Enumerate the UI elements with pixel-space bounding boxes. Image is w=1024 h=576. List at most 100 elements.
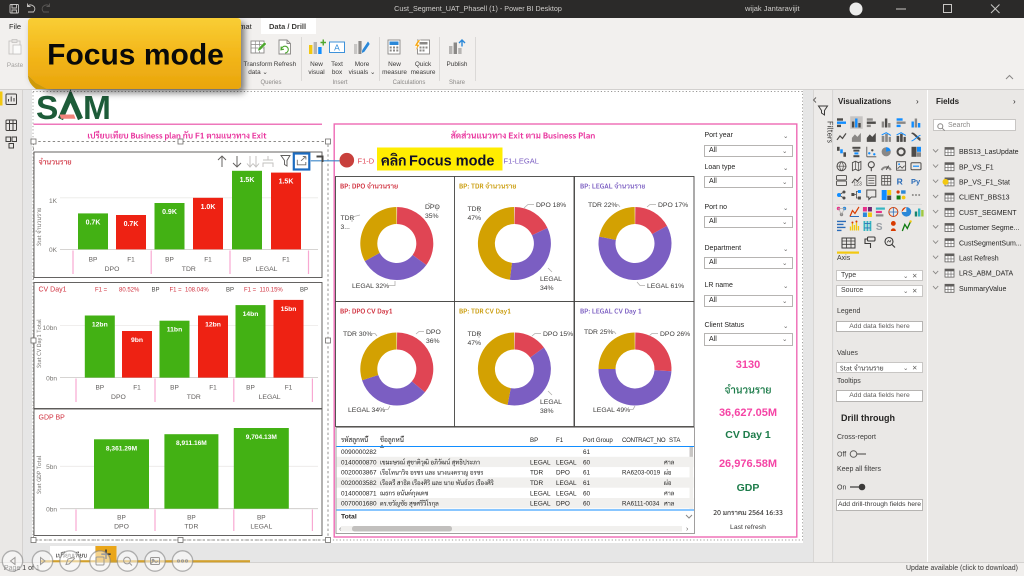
svg-text:47%: 47% — [468, 215, 482, 222]
svg-text:34%: 34% — [540, 285, 554, 292]
svg-text:GDP BP: GDP BP — [39, 415, 66, 422]
svg-text:Total: Total — [341, 514, 357, 521]
svg-text:M: M — [83, 90, 111, 127]
svg-text:LEGAL: LEGAL — [250, 524, 272, 531]
svg-text:9,704.13M: 9,704.13M — [246, 434, 278, 441]
svg-text:8,361.29M: 8,361.29M — [106, 445, 138, 452]
svg-text:BP: BP — [170, 385, 179, 392]
svg-text:LRS_ABM_DATA: LRS_ABM_DATA — [959, 271, 1014, 278]
svg-text:‹: ‹ — [339, 526, 342, 533]
svg-text:12bn: 12bn — [205, 322, 221, 329]
svg-text:CONTRACT_NO: CONTRACT_NO — [622, 437, 666, 444]
svg-text:DPO: DPO — [425, 204, 440, 211]
svg-text:BP: BP — [226, 288, 234, 294]
svg-text:60: 60 — [583, 501, 591, 508]
svg-text:BP_VS_F1: BP_VS_F1 — [959, 164, 994, 171]
svg-text:S: S — [876, 222, 883, 233]
svg-text:47%: 47% — [468, 340, 482, 347]
svg-text:LEGAL 34%: LEGAL 34% — [348, 407, 385, 414]
svg-text:36%: 36% — [426, 338, 440, 345]
svg-text:0K: 0K — [49, 247, 58, 254]
svg-text:DPO: DPO — [556, 470, 570, 477]
svg-text:Last Refresh: Last Refresh — [959, 256, 999, 263]
svg-text:61: 61 — [583, 470, 591, 477]
svg-text:9bn: 9bn — [131, 337, 143, 344]
svg-text:BP: BP — [187, 515, 196, 522]
svg-text:TDR: TDR — [341, 215, 355, 222]
svg-text:DPO: DPO — [114, 524, 129, 531]
svg-text:0bn: 0bn — [46, 376, 57, 383]
svg-text:Port Group: Port Group — [583, 437, 613, 444]
svg-text:Py: Py — [911, 177, 921, 186]
svg-text:TDR: TDR — [468, 206, 482, 213]
svg-text:38%: 38% — [540, 408, 554, 415]
svg-text:LEGAL: LEGAL — [540, 399, 562, 406]
svg-text:F1: F1 — [204, 257, 212, 264]
svg-text:1.0K: 1.0K — [201, 204, 216, 211]
svg-text:TDR 22%: TDR 22% — [588, 202, 617, 209]
svg-text:BP: BP — [246, 385, 255, 392]
svg-text:1.5K: 1.5K — [279, 179, 294, 186]
svg-text:DPO: DPO — [556, 501, 570, 508]
svg-text:10bn: 10bn — [43, 325, 58, 332]
svg-text:LEGAL 32%: LEGAL 32% — [352, 283, 389, 290]
svg-text:Customer Segme...: Customer Segme... — [959, 225, 1019, 232]
svg-text:0070001680: 0070001680 — [341, 501, 377, 508]
svg-text:DPO: DPO — [105, 266, 120, 273]
svg-text:108.04%: 108.04% — [185, 288, 209, 294]
svg-text:STA: STA — [669, 437, 681, 444]
svg-text:On: On — [837, 485, 846, 492]
svg-text:11bn: 11bn — [167, 327, 183, 334]
svg-text:BP: BP — [300, 288, 308, 294]
svg-text:RA6111-0034: RA6111-0034 — [622, 501, 660, 508]
svg-text:LEGAL: LEGAL — [556, 490, 577, 497]
svg-text:F1 =: F1 = — [170, 288, 183, 294]
svg-text:BP: BP — [95, 385, 104, 392]
svg-text:CustSegmentSum...: CustSegmentSum... — [959, 240, 1022, 247]
svg-text:BBS13_LasUpdate: BBS13_LasUpdate — [959, 149, 1019, 156]
svg-text:60: 60 — [583, 459, 591, 466]
svg-text:123: 123 — [853, 182, 862, 188]
svg-text:61: 61 — [583, 480, 591, 487]
svg-text:TDR: TDR — [468, 331, 482, 338]
svg-text:Off: Off — [837, 452, 846, 459]
svg-text:TDR: TDR — [530, 480, 544, 487]
svg-text:S: S — [36, 90, 58, 127]
svg-text:BP: BP — [530, 437, 538, 444]
svg-text:LEGAL: LEGAL — [530, 490, 551, 497]
svg-text:110.15%: 110.15% — [260, 288, 284, 294]
svg-text:0020003867: 0020003867 — [341, 470, 377, 477]
svg-text:LEGAL: LEGAL — [540, 276, 562, 283]
svg-text:DPO 18%: DPO 18% — [536, 202, 566, 209]
svg-text:F1: F1 — [285, 385, 293, 392]
svg-text:F1 =: F1 = — [244, 288, 257, 294]
svg-text:1K: 1K — [49, 198, 58, 205]
svg-text:0140000870: 0140000870 — [341, 459, 377, 466]
svg-text:F1-LEGAL: F1-LEGAL — [504, 157, 539, 166]
svg-text:LEGAL: LEGAL — [259, 394, 281, 401]
svg-text:LEGAL 61%: LEGAL 61% — [647, 283, 684, 290]
svg-text:BP_VS_F1_Stat: BP_VS_F1_Stat — [959, 180, 1010, 187]
svg-text:BP: BP — [257, 515, 266, 522]
svg-text:LEGAL 49%: LEGAL 49% — [593, 407, 630, 414]
svg-text:DPO 15%: DPO 15% — [543, 331, 573, 338]
svg-text:80.52%: 80.52% — [119, 288, 140, 294]
svg-text:LEGAL: LEGAL — [556, 459, 577, 466]
svg-text:60: 60 — [583, 490, 591, 497]
svg-text:TDR: TDR — [182, 266, 196, 273]
svg-text:1.5K: 1.5K — [240, 177, 255, 184]
svg-text:0bn: 0bn — [46, 507, 57, 514]
svg-text:TDR: TDR — [530, 470, 544, 477]
svg-text:F1: F1 — [209, 385, 217, 392]
svg-text:DPO: DPO — [111, 394, 126, 401]
svg-text:3...: 3... — [341, 224, 351, 231]
svg-text:Focus mode: Focus mode — [47, 39, 224, 72]
svg-text:LEGAL: LEGAL — [530, 459, 551, 466]
svg-text:DPO: DPO — [426, 329, 441, 336]
svg-text:Focus mode: Focus mode — [409, 154, 494, 170]
svg-text:CLIENT_BBS13: CLIENT_BBS13 — [959, 195, 1010, 202]
svg-text:8,911.16M: 8,911.16M — [176, 440, 207, 447]
svg-text:F1-D: F1-D — [358, 157, 375, 166]
svg-text:SummaryValue: SummaryValue — [959, 286, 1006, 293]
svg-text:BP: BP — [117, 515, 126, 522]
